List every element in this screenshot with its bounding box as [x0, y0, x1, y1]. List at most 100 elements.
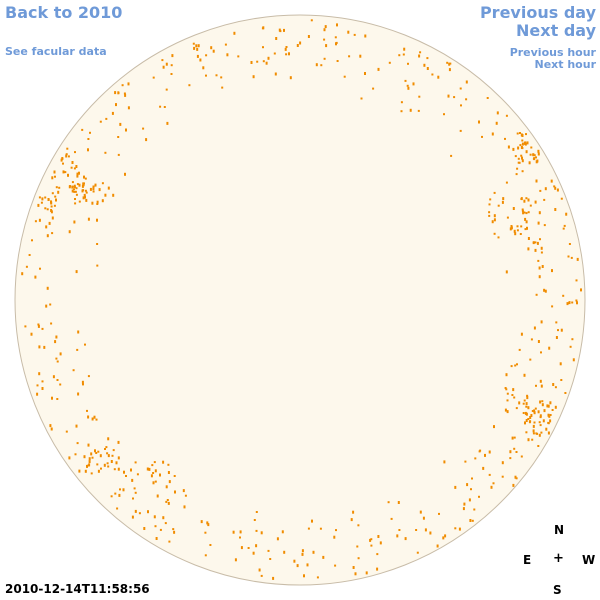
- facula-mark: [540, 351, 542, 354]
- facula-mark: [555, 321, 558, 324]
- facula-mark: [519, 233, 522, 235]
- facula-mark: [34, 275, 37, 279]
- facula-mark: [545, 427, 548, 431]
- facula-mark: [524, 217, 527, 221]
- facula-mark: [104, 193, 107, 197]
- facula-mark: [468, 498, 471, 502]
- facula-mark: [470, 488, 472, 491]
- facula-mark: [539, 238, 541, 241]
- facula-mark: [110, 460, 113, 463]
- facula-mark: [113, 468, 116, 471]
- facula-mark: [138, 512, 141, 515]
- facula-mark: [563, 224, 566, 227]
- facula-mark: [162, 516, 165, 520]
- facula-mark: [513, 229, 516, 233]
- facula-mark: [119, 122, 122, 126]
- facula-mark: [533, 409, 536, 413]
- facula-mark: [537, 259, 540, 262]
- next-day-link[interactable]: Next day: [516, 21, 596, 40]
- facula-mark: [38, 345, 41, 349]
- facula-mark: [530, 338, 533, 341]
- previous-day-link[interactable]: Previous day: [479, 3, 596, 22]
- facula-mark: [134, 491, 137, 494]
- facula-mark: [458, 527, 461, 531]
- facula-mark: [418, 95, 421, 98]
- facula-mark: [516, 363, 518, 366]
- facula-mark: [252, 75, 255, 79]
- facula-mark: [51, 216, 54, 220]
- facula-mark: [535, 179, 538, 183]
- facula-mark: [296, 44, 299, 47]
- facula-mark: [92, 187, 95, 191]
- facula-mark: [535, 293, 538, 296]
- facula-mark: [575, 279, 578, 282]
- facula-mark: [182, 489, 185, 493]
- facula-mark: [530, 414, 533, 417]
- facula-mark: [323, 28, 326, 32]
- facula-mark: [84, 189, 87, 192]
- facula-mark: [112, 193, 115, 197]
- facula-mark: [525, 405, 528, 408]
- facula-mark: [315, 63, 318, 67]
- facula-mark: [531, 410, 534, 412]
- facula-mark: [164, 522, 167, 525]
- facula-mark: [188, 84, 191, 87]
- facula-mark: [521, 209, 524, 212]
- facula-mark: [491, 132, 494, 136]
- facula-mark: [68, 230, 71, 234]
- facula-mark: [95, 418, 98, 421]
- back-to-year-link[interactable]: Back to 2010: [5, 3, 123, 22]
- facula-mark: [540, 384, 543, 388]
- facula-mark: [107, 437, 110, 441]
- facula-mark: [293, 559, 296, 563]
- facula-mark: [526, 141, 529, 145]
- facula-mark: [86, 409, 88, 412]
- facula-mark: [37, 324, 40, 328]
- facula-mark: [316, 576, 319, 579]
- facula-mark: [204, 531, 207, 534]
- facula-mark: [99, 454, 102, 458]
- facula-mark: [576, 257, 579, 261]
- facula-mark: [519, 144, 522, 147]
- facula-mark: [95, 452, 98, 454]
- facula-mark: [422, 516, 425, 520]
- facula-mark: [78, 171, 80, 175]
- previous-hour-link[interactable]: Previous hour: [509, 46, 596, 59]
- facula-mark: [46, 208, 49, 211]
- facula-mark: [123, 470, 125, 474]
- facula-mark: [285, 46, 288, 48]
- facula-mark: [99, 120, 102, 123]
- facula-mark: [437, 75, 440, 79]
- facula-mark: [527, 438, 530, 442]
- facula-mark: [89, 131, 91, 134]
- facula-mark: [273, 52, 276, 55]
- facula-mark: [549, 401, 552, 405]
- facula-mark: [369, 538, 372, 542]
- facula-mark: [471, 477, 473, 480]
- facula-mark: [506, 410, 509, 414]
- facula-mark: [97, 450, 100, 453]
- facula-mark: [306, 563, 309, 567]
- facula-mark: [532, 432, 535, 435]
- next-hour-link[interactable]: Next hour: [534, 58, 597, 71]
- facula-mark: [96, 218, 98, 222]
- facula-mark: [207, 523, 210, 527]
- facula-mark: [520, 455, 523, 458]
- facula-mark: [538, 421, 541, 424]
- facula-mark: [359, 54, 362, 58]
- facula-mark: [448, 68, 451, 72]
- facula-mark: [75, 270, 78, 274]
- facula-mark: [105, 117, 108, 120]
- facula-mark: [94, 183, 97, 187]
- facula-mark: [544, 289, 547, 293]
- facula-mark: [336, 23, 338, 27]
- facula-mark: [525, 133, 527, 136]
- facula-mark: [210, 46, 213, 50]
- facula-mark: [131, 515, 134, 519]
- facula-mark: [44, 207, 47, 210]
- facula-mark: [364, 72, 366, 75]
- facula-mark: [550, 179, 553, 183]
- facula-mark: [87, 375, 90, 378]
- see-facular-data-link[interactable]: See facular data: [5, 45, 107, 58]
- facula-mark: [533, 154, 536, 157]
